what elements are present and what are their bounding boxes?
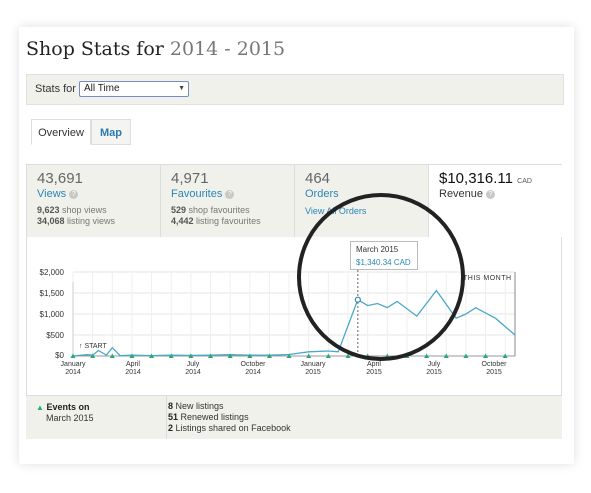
events-title: ▲ Events on	[36, 402, 90, 412]
favourites-stat[interactable]: 4,971 Favourites? 529 shop favourites 4,…	[161, 165, 295, 237]
triangle-icon	[70, 353, 76, 358]
triangle-icon	[463, 353, 469, 358]
triangle-icon	[286, 353, 292, 358]
triangle-icon	[306, 353, 312, 358]
chevron-down-icon: ▼	[178, 85, 185, 92]
orders-value: 464	[305, 170, 331, 187]
revenue-value: $10,316.11 CAD	[439, 170, 532, 187]
views-value: 43,691	[37, 170, 83, 187]
triangle-icon	[109, 353, 115, 358]
magnifier-circle	[297, 193, 465, 361]
stats-for-selected-value: All Time	[84, 83, 120, 94]
question-icon[interactable]: ?	[225, 190, 235, 199]
y-tick-label: $1,000	[39, 310, 64, 319]
triangle-icon	[502, 353, 508, 358]
start-label: ↑ START	[79, 343, 107, 350]
triangle-icon	[424, 353, 430, 358]
triangle-icon	[129, 353, 135, 358]
shop-views-line: 9,623 shop views	[37, 205, 107, 215]
triangle-icon	[90, 353, 96, 358]
triangle-icon: ▲	[36, 403, 44, 412]
this-month-label: THIS MONTH	[463, 275, 512, 282]
stats-for-select[interactable]: All Time ▼	[79, 81, 189, 97]
triangle-icon	[227, 353, 233, 358]
views-stat[interactable]: 43,691 Views? 9,623 shop views 34,068 li…	[27, 165, 161, 237]
events-panel: ▲ Events on March 2015 8 New listings 51…	[26, 395, 562, 439]
x-tick-label: January 2015	[300, 361, 326, 376]
favourites-value: 4,971	[171, 170, 209, 187]
question-icon[interactable]: ?	[69, 190, 79, 199]
event-item: 2 Listings shared on Facebook	[168, 423, 291, 433]
triangle-icon	[443, 353, 449, 358]
stats-for-bar: Stats for All Time ▼	[26, 74, 564, 105]
triangle-icon	[208, 353, 214, 358]
x-tick-label: January 2014	[60, 361, 86, 376]
views-label: Views?	[37, 188, 79, 200]
tab-map[interactable]: Map	[91, 119, 131, 145]
events-date: March 2015	[46, 413, 94, 423]
listing-views-line: 34,068 listing views	[37, 216, 116, 226]
revenue-label: Revenue?	[439, 188, 496, 200]
x-tick-label: October 2014	[240, 361, 266, 376]
y-tick-label: $500	[46, 331, 64, 340]
triangle-icon	[266, 353, 272, 358]
x-tick-label: July 2014	[185, 361, 201, 376]
triangle-icon	[188, 353, 194, 358]
x-tick-label: July 2015	[426, 361, 442, 376]
triangle-icon	[168, 353, 174, 358]
triangle-icon	[149, 353, 155, 358]
orders-label: Orders	[305, 188, 339, 200]
x-tick-label: April 2015	[366, 361, 382, 376]
title-prefix: Shop Stats for	[26, 38, 164, 60]
favourites-label: Favourites?	[171, 188, 235, 200]
question-icon[interactable]: ?	[486, 190, 496, 199]
event-item: 8 New listings	[168, 401, 224, 411]
title-year: 2014 - 2015	[169, 38, 286, 60]
triangle-icon	[345, 353, 351, 358]
triangle-icon	[247, 353, 253, 358]
listing-favourites-line: 4,442 listing favourites	[171, 216, 261, 226]
y-tick-label: $0	[55, 351, 64, 360]
page-title: Shop Stats for 2014 - 2015	[26, 38, 285, 60]
triangle-icon	[483, 353, 489, 358]
event-item: 51 Renewed listings	[168, 412, 249, 422]
events-divider	[166, 396, 167, 439]
y-tick-label: $1,500	[39, 289, 64, 298]
revenue-stat[interactable]: $10,316.11 CAD Revenue?	[429, 165, 563, 237]
triangle-icon	[325, 353, 331, 358]
tab-overview[interactable]: Overview	[31, 119, 91, 145]
shop-favourites-line: 529 shop favourites	[171, 205, 250, 215]
x-tick-label: October 2015	[481, 361, 507, 376]
stats-for-label: Stats for	[35, 83, 76, 95]
x-tick-label: April 2014	[125, 361, 141, 376]
y-tick-label: $2,000	[39, 268, 64, 277]
